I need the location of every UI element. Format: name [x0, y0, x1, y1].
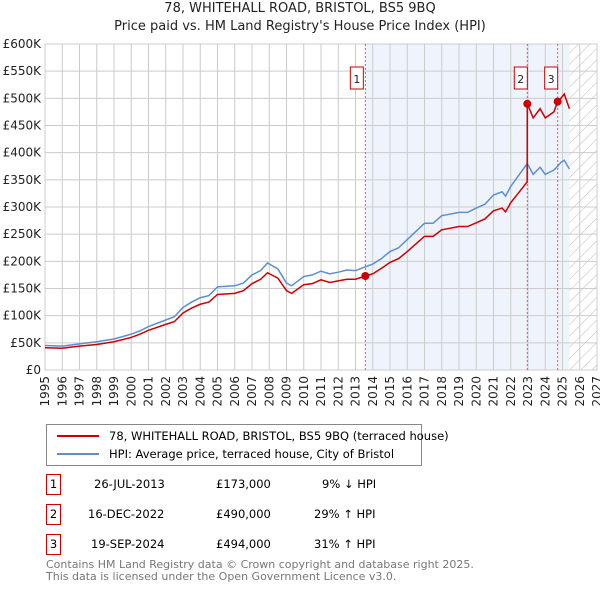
x-tick-label: 1998 [90, 376, 104, 407]
sale-row: 1 26-JUL-2013 £173,000 9% ↓ HPI [46, 474, 566, 495]
x-tick-label: 2007 [245, 376, 259, 407]
sale-price: £173,000 [216, 477, 271, 491]
y-tick-label: £200K [3, 254, 43, 268]
y-tick-label: £450K [3, 119, 43, 133]
sale-price: £490,000 [216, 507, 271, 521]
x-tick-label: 2010 [297, 376, 311, 407]
x-tick-label: 2000 [124, 376, 138, 407]
x-tick-label: 2020 [469, 376, 483, 407]
y-tick-label: £300K [3, 200, 43, 214]
x-tick-label: 2019 [452, 376, 466, 407]
sale-label-number: 1 [353, 73, 360, 86]
sale-date: 19-SEP-2024 [91, 537, 165, 551]
x-tick-label: 2014 [366, 376, 380, 407]
chart-subtitle: Price paid vs. HM Land Registry's House … [114, 19, 486, 34]
sale-number: 2 [46, 504, 61, 525]
sale-row: 2 16-DEC-2022 £490,000 29% ↑ HPI [46, 504, 566, 525]
legend: 78, WHITEHALL ROAD, BRISTOL, BS5 9BQ (te… [46, 424, 449, 466]
x-tick-label: 2024 [538, 376, 552, 407]
x-tick-label: 2011 [314, 376, 328, 407]
sale-label-box [349, 66, 364, 90]
sale-price: £494,000 [216, 537, 271, 551]
hpi-line [44, 159, 571, 347]
y-tick-label: £550K [3, 64, 43, 78]
x-tick-label: 1999 [107, 376, 121, 407]
sale-label-number: 3 [548, 73, 555, 86]
footer-copyright: Contains HM Land Registry data © Crown c… [46, 558, 474, 571]
x-tick-label: 2002 [159, 376, 173, 407]
x-tick-label: 2004 [193, 376, 207, 407]
x-tick-label: 2017 [418, 376, 432, 407]
x-tick-label: 2026 [573, 376, 587, 407]
sale-hpi-diff: 31% ↑ HPI [314, 537, 376, 551]
sale-point [361, 272, 370, 281]
x-tick-label: 2027 [590, 376, 600, 407]
y-tick-label: £50K [10, 336, 42, 350]
sale-point [523, 99, 532, 108]
sale-hpi-diff: 9% ↓ HPI [322, 477, 377, 491]
x-tick-label: 2016 [400, 376, 414, 407]
y-tick-label: £250K [3, 227, 43, 241]
y-tick-label: £600K [3, 37, 43, 51]
legend-item-property: 78, WHITEHALL ROAD, BRISTOL, BS5 9BQ (te… [57, 429, 449, 443]
x-tick-label: 2022 [504, 376, 518, 407]
sale-date: 26-JUL-2013 [94, 477, 165, 491]
x-tick-label: 2025 [556, 376, 570, 407]
x-tick-label: 1997 [73, 376, 87, 407]
y-tick-label: £350K [3, 173, 43, 187]
x-tick-label: 2006 [228, 376, 242, 407]
x-tick-label: 2021 [487, 376, 501, 407]
x-tick-label: 2023 [521, 376, 535, 407]
x-tick-label: 2015 [383, 376, 397, 407]
x-tick-label: 2008 [262, 376, 276, 407]
legend-swatch-red [57, 435, 99, 437]
x-tick-label: 2018 [435, 376, 449, 407]
legend-label: HPI: Average price, terraced house, City… [109, 447, 395, 461]
plot-area: 1995 1996 1997 1998 1999 2000 2001 2002 2003 2004… [3, 37, 600, 407]
plot-border [44, 43, 598, 371]
chart-title: 78, WHITEHALL ROAD, BRISTOL, BS5 9BQ [164, 1, 436, 16]
sale-number: 3 [46, 534, 61, 555]
sale-date: 16-DEC-2022 [88, 507, 165, 521]
sale-point [553, 97, 562, 106]
x-tick-label: 2009 [280, 376, 294, 407]
y-tick-label: £0 [26, 363, 41, 377]
x-tick-label: 2005 [211, 376, 225, 407]
y-tick-label: £150K [3, 282, 43, 296]
x-tick-label: 2012 [331, 376, 345, 407]
y-tick-label: £400K [3, 146, 43, 160]
sale-label-number: 2 [517, 73, 524, 86]
x-tick-label: 1995 [38, 376, 52, 407]
x-tick-label: 2013 [349, 376, 363, 407]
y-tick-label: £100K [3, 309, 43, 323]
sale-row: 3 19-SEP-2024 £494,000 31% ↑ HPI [46, 534, 566, 555]
sale-number: 1 [46, 474, 61, 495]
legend-swatch-blue [57, 453, 99, 455]
y-tick-label: £500K [3, 91, 43, 105]
x-tick-label: 1996 [55, 376, 69, 407]
property-price-line [44, 92, 571, 350]
legend-item-hpi: HPI: Average price, terraced house, City… [57, 447, 394, 461]
x-tick-label: 2001 [142, 376, 156, 407]
footer-licence: This data is licensed under the Open Gov… [46, 570, 397, 583]
sale-hpi-diff: 29% ↑ HPI [314, 507, 376, 521]
sale-label-box [513, 66, 528, 90]
sale-label-box [544, 66, 559, 90]
legend-label: 78, WHITEHALL ROAD, BRISTOL, BS5 9BQ (te… [109, 429, 449, 443]
x-tick-label: 2003 [176, 376, 190, 407]
